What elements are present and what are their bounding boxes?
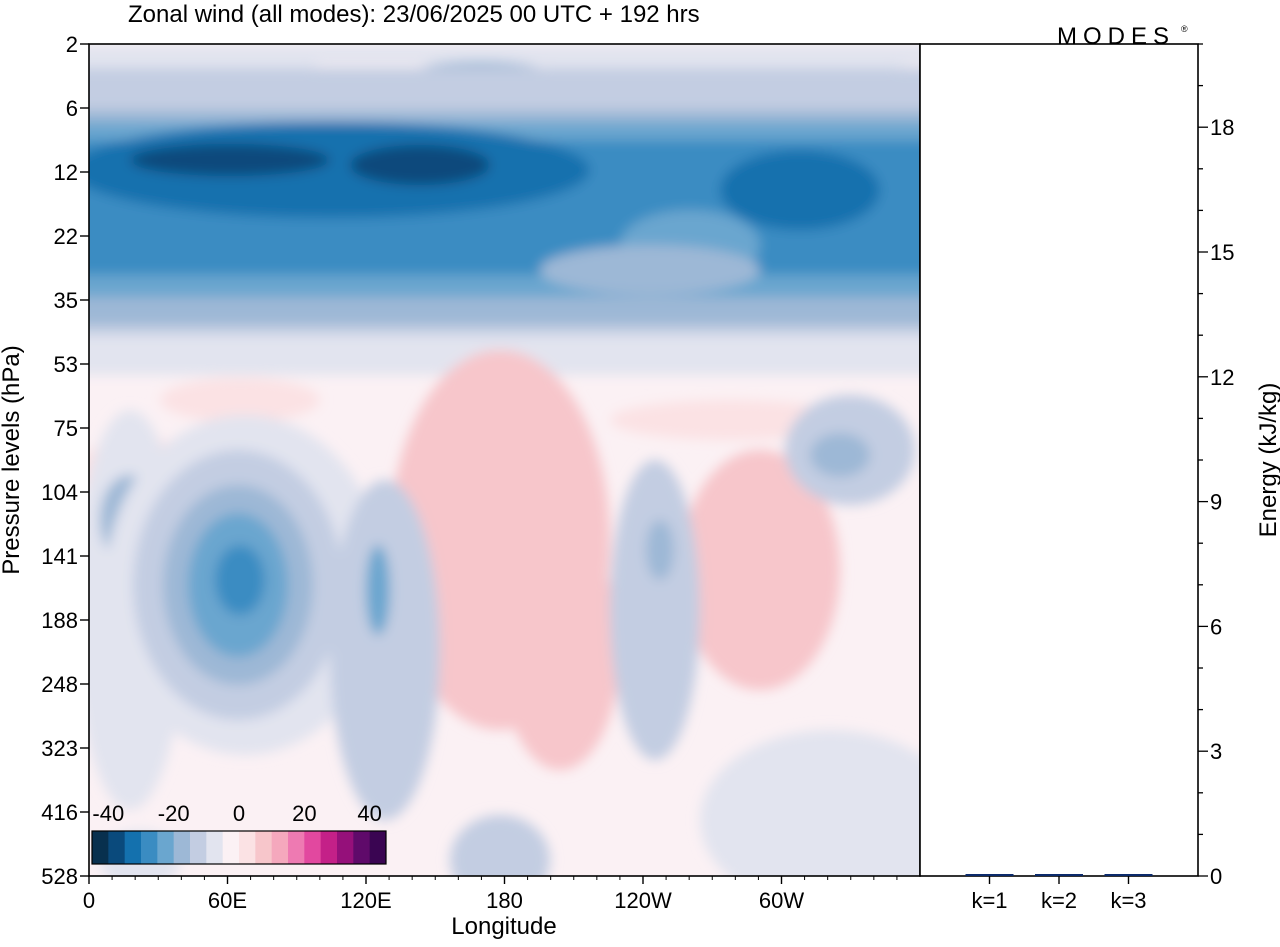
field-blob xyxy=(540,245,760,295)
colorbar-tick-label: 40 xyxy=(357,801,381,826)
chart-title: Zonal wind (all modes): 23/06/2025 00 UT… xyxy=(128,1,700,28)
y-axis-label: Pressure levels (hPa) xyxy=(0,345,25,574)
colorbar: -40 -20 0 20 40 xyxy=(91,801,387,865)
field-blob xyxy=(330,480,440,820)
y-tick-label: 35 xyxy=(54,288,78,313)
y-tick-label: 141 xyxy=(41,544,78,569)
colorbar-swatch xyxy=(369,831,387,864)
x-tick-label: 0 xyxy=(83,888,95,913)
field-blob xyxy=(130,144,330,176)
y-tick-label: 2 xyxy=(66,32,78,57)
field-blob xyxy=(215,545,265,615)
energy-bar xyxy=(1104,874,1153,876)
energy-tick-label: 18 xyxy=(1210,115,1234,140)
field-blob xyxy=(700,730,920,876)
x-tick-label: 60W xyxy=(759,888,804,913)
field-blob xyxy=(810,433,870,477)
y-tick-label: 104 xyxy=(41,480,78,505)
colorbar-swatch xyxy=(173,831,191,864)
colorbar-tick-label: 20 xyxy=(292,801,316,826)
colorbar-swatch xyxy=(92,831,109,864)
field-blob xyxy=(500,530,620,770)
colorbar-swatch xyxy=(124,831,142,864)
y-tick-label: 22 xyxy=(54,224,78,249)
field-blob xyxy=(680,450,840,690)
colorbar-swatch xyxy=(108,831,126,864)
colorbar-tick-label: 0 xyxy=(233,801,245,826)
colorbar-tick-label: -20 xyxy=(158,801,190,826)
energy-category-label: k=2 xyxy=(1041,888,1077,913)
energy-axis-label: Energy (kJ/kg) xyxy=(1255,383,1280,538)
energy-bar xyxy=(1035,874,1083,876)
y-tick-label: 248 xyxy=(41,672,78,697)
colorbar-swatch xyxy=(141,831,158,864)
field-blob xyxy=(350,145,490,185)
y-tick-label: 75 xyxy=(54,416,78,441)
colorbar-swatch xyxy=(337,831,354,864)
field-blob xyxy=(450,815,550,876)
colorbar-swatch xyxy=(353,831,371,864)
energy-tick-label: 6 xyxy=(1210,614,1222,639)
energy-tick-label: 3 xyxy=(1210,739,1222,764)
field-blob xyxy=(89,122,590,218)
field-blob xyxy=(610,460,700,760)
energy-bar xyxy=(965,874,1014,876)
energy-tick-label: 0 xyxy=(1210,864,1222,889)
x-tick-label: 180 xyxy=(486,888,523,913)
colorbar-swatch xyxy=(239,831,256,864)
y-tick-label: 12 xyxy=(54,160,78,185)
x-tick-label: 60E xyxy=(208,888,247,913)
y-tick-label: 188 xyxy=(41,608,78,633)
y-tick-label: 528 xyxy=(41,864,78,889)
field-blob xyxy=(646,520,674,580)
field-blob xyxy=(720,150,880,230)
y-tick-label: 416 xyxy=(41,800,78,825)
colorbar-swatch xyxy=(288,831,305,864)
y-tick-label: 6 xyxy=(66,96,78,121)
energy-category-label: k=3 xyxy=(1110,888,1146,913)
energy-tick-label: 15 xyxy=(1210,240,1234,265)
field-blobs xyxy=(89,44,920,876)
y-tick-label: 53 xyxy=(54,352,78,377)
energy-bars: 0 3 6 9 12 15 18 k=1 k=2 k=3 xyxy=(965,43,1234,913)
x-tick-label: 120W xyxy=(614,888,672,913)
energy-tick-label: 9 xyxy=(1210,490,1222,515)
y-tick-label: 323 xyxy=(41,736,78,761)
modes-logo-mark: ® xyxy=(1181,24,1188,34)
colorbar-swatch xyxy=(222,831,240,864)
energy-tick-label: 12 xyxy=(1210,365,1234,390)
colorbar-swatch xyxy=(304,831,322,864)
wind-field xyxy=(89,44,920,876)
colorbar-swatch xyxy=(157,831,175,864)
colorbar-tick-label: -40 xyxy=(92,801,124,826)
x-tick-label: 120E xyxy=(340,888,391,913)
colorbar-swatch xyxy=(271,831,289,864)
colorbar-frame xyxy=(91,830,387,865)
energy-category-label: k=1 xyxy=(971,888,1007,913)
colorbar-swatch xyxy=(255,831,273,864)
energy-plot-frame xyxy=(919,43,1199,877)
colorbar-swatch xyxy=(206,831,224,864)
field-blob xyxy=(160,378,320,422)
colorbar-swatch xyxy=(190,831,207,864)
colorbar-swatch xyxy=(320,831,338,864)
field-blob xyxy=(366,545,390,635)
x-axis-label: Longitude xyxy=(451,913,556,940)
